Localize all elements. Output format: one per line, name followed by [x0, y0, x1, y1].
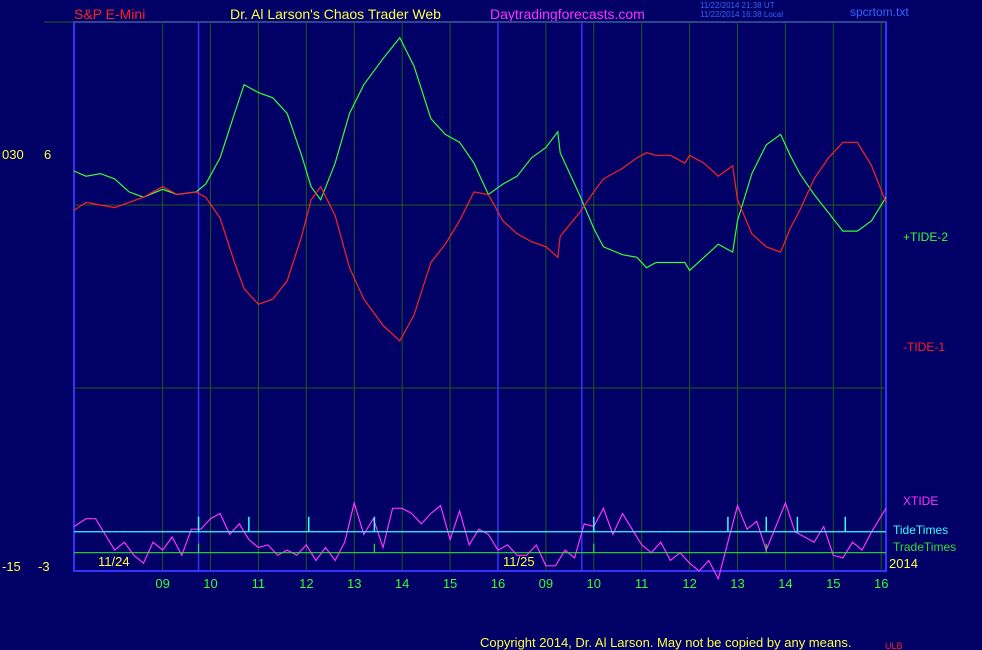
legend-tide-times: TideTimes [893, 523, 948, 537]
x-tick-label-13: 14 [778, 576, 792, 591]
copyright-text: Copyright 2014, Dr. Al Larson. May not b… [480, 635, 851, 650]
series-line-0 [73, 36, 887, 272]
left-label-bottom-a: -15 [2, 559, 21, 574]
x-tick-label-0: 09 [155, 576, 169, 591]
instrument-label: S&P E-Mini [74, 6, 146, 22]
timestamp-local: 11/22/2014 16:38 Local [700, 10, 784, 19]
x-tick-labels: 09 10 11 12 13 14 15 16 09 10 11 12 13 14 15 16 [155, 576, 888, 591]
timing-lines [74, 516, 886, 554]
left-label-bottom-b: -3 [38, 559, 50, 574]
series-line-2 [73, 500, 887, 581]
legend-xtide: XTIDE [903, 494, 938, 508]
x-tick-label-3: 12 [299, 576, 313, 591]
series-line-1 [73, 141, 887, 342]
x-tick-label-11: 12 [682, 576, 696, 591]
plot-frame [73, 21, 887, 572]
x-tick-label-6: 15 [443, 576, 457, 591]
x-tick-label-5: 14 [395, 576, 409, 591]
data-filename: spcrtom.txt [850, 5, 909, 19]
x-tick-label-15: 16 [874, 576, 888, 591]
chart-title: Dr. Al Larson's Chaos Trader Web [230, 6, 441, 22]
year-label: 2014 [889, 556, 918, 571]
legend-trade-times: TradeTimes [893, 540, 956, 554]
timestamp-utc: 11/22/2014 21:38 UT [700, 1, 775, 10]
x-tick-label-4: 13 [347, 576, 361, 591]
date-label-2: 11/25 [503, 554, 535, 569]
left-label-top-a: 030 [2, 147, 24, 162]
x-tick-label-1: 10 [203, 576, 217, 591]
x-tick-label-8: 09 [539, 576, 553, 591]
x-tick-label-2: 11 [252, 576, 266, 591]
legend-tide-minus: -TIDE-1 [903, 340, 945, 354]
x-tick-label-9: 10 [587, 576, 601, 591]
x-tick-label-12: 13 [730, 576, 744, 591]
grid-lines [44, 21, 886, 571]
date-label-1: 11/24 [98, 554, 130, 569]
x-tick-label-14: 15 [826, 576, 840, 591]
x-tick-label-7: 16 [491, 576, 505, 591]
site-link[interactable]: Daytradingforecasts.com [490, 6, 645, 22]
left-label-top-b: 6 [44, 147, 51, 162]
corner-label: ULB [885, 641, 903, 650]
series-lines [73, 36, 887, 581]
day-boundary-lines [197, 22, 583, 571]
legend-tide-plus: +TIDE-2 [903, 230, 948, 244]
x-tick-label-10: 11 [635, 576, 649, 591]
